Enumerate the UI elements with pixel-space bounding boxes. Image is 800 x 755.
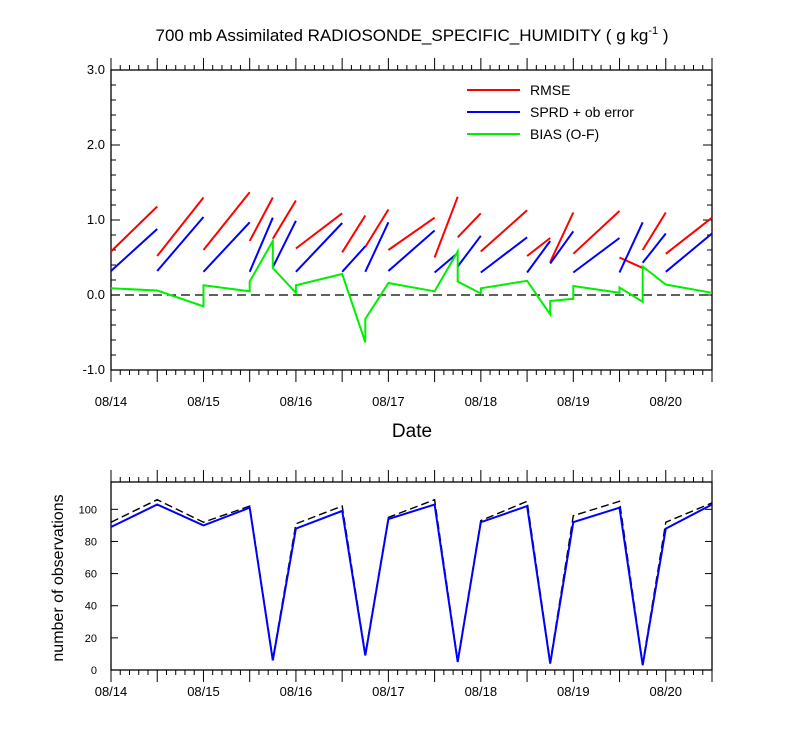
series-line-rmse (549, 212, 575, 263)
series-line-sprd-ob-error (665, 232, 713, 273)
legend-label-sprd-ob-error: SPRD + ob error (530, 104, 634, 120)
series-line-total-observations (110, 498, 713, 664)
x-tick-label: 08/17 (372, 684, 405, 699)
y-tick-label: 60 (85, 569, 97, 581)
series-line-sprd-ob-error (248, 217, 274, 273)
series-line-rmse (641, 211, 667, 251)
top-panel-axes: -1.0 0.0 1.0 2.0 3.0 08/14 08/15 08/16 08/17 08/1… (83, 58, 713, 409)
series-line-sprd-ob-error (572, 237, 621, 274)
series-line-rmse (341, 214, 367, 253)
x-tick-label: 08/19 (557, 394, 590, 409)
series-line-rmse (665, 216, 713, 255)
series-line-rmse (387, 216, 436, 251)
x-tick-label: 08/15 (187, 394, 220, 409)
top-panel-series (110, 191, 713, 343)
y-tick-label: 3.0 (87, 62, 105, 77)
x-tick-label: 08/15 (187, 684, 220, 699)
bottom-panel-series (110, 498, 713, 666)
series-line-sprd-ob-error (549, 230, 575, 265)
series-line-sprd-ob-error (456, 235, 482, 268)
y-tick-label: 100 (79, 504, 97, 516)
series-line-rmse (271, 199, 297, 240)
series-line-sprd-ob-error (641, 232, 667, 264)
series-line-sprd-ob-error (526, 240, 552, 274)
x-tick-label: 08/19 (557, 684, 590, 699)
x-axis-label: Date (392, 421, 432, 442)
top-panel-legend: RMSE SPRD + ob error BIAS (O-F) (467, 82, 634, 142)
y-tick-label: 20 (85, 633, 97, 645)
series-line-bias-o-f (110, 237, 713, 343)
x-tick-label: 08/18 (465, 684, 498, 699)
series-line-sprd-ob-error (295, 222, 343, 273)
series-line-sprd-ob-error (110, 228, 158, 272)
y-tick-label: 0.0 (87, 287, 105, 302)
y-tick-label: 40 (85, 601, 97, 613)
chart-title: 700 mb Assimilated RADIOSONDE_SPECIFIC_H… (156, 25, 669, 45)
series-line-sprd-ob-error (156, 216, 205, 272)
series-line-sprd-ob-error (618, 221, 644, 273)
series-line-sprd-ob-error (202, 221, 251, 273)
series-line-rmse (202, 191, 251, 251)
y-tick-label: 1.0 (87, 212, 105, 227)
x-tick-label: 08/17 (372, 394, 405, 409)
legend-label-rmse: RMSE (530, 82, 570, 98)
y-tick-label: 2.0 (87, 137, 105, 152)
series-line-assimilated-observations (110, 503, 713, 666)
series-line-sprd-ob-error (271, 220, 297, 268)
series-line-rmse (110, 205, 158, 253)
x-tick-label: 08/18 (465, 394, 498, 409)
series-line-rmse (295, 212, 343, 250)
series-line-rmse (456, 212, 482, 238)
x-tick-label: 08/14 (95, 394, 128, 409)
y-tick-label: 0 (91, 665, 97, 677)
y-axis-label-observations: number of observations (50, 494, 67, 661)
x-tick-label: 08/20 (649, 394, 682, 409)
x-tick-label: 08/16 (280, 394, 313, 409)
series-line-rmse (619, 256, 644, 269)
y-tick-label: 80 (85, 536, 97, 548)
x-tick-label: 08/14 (95, 684, 128, 699)
series-line-rmse (480, 209, 528, 253)
series-line-sprd-ob-error (364, 221, 390, 273)
legend-label-bias-o-f: BIAS (O-F) (530, 126, 599, 142)
series-line-sprd-ob-error (341, 245, 367, 273)
series-line-sprd-ob-error (480, 236, 528, 274)
x-tick-label: 08/20 (649, 684, 682, 699)
bottom-panel-axes: 0 20 40 60 80 100 08/14 08/15 08/16 08/17 08/18 08/… (79, 470, 713, 699)
series-line-rmse (156, 196, 205, 257)
series-line-rmse (364, 208, 390, 248)
series-line-rmse (572, 210, 621, 255)
x-tick-label: 08/16 (280, 684, 313, 699)
series-line-sprd-ob-error (387, 229, 436, 272)
bottom-plot-frame (110, 481, 713, 671)
series-line-rmse (526, 237, 551, 257)
series-line-rmse (433, 196, 459, 258)
series-line-rmse (248, 197, 274, 242)
y-tick-label: -1.0 (83, 362, 105, 377)
